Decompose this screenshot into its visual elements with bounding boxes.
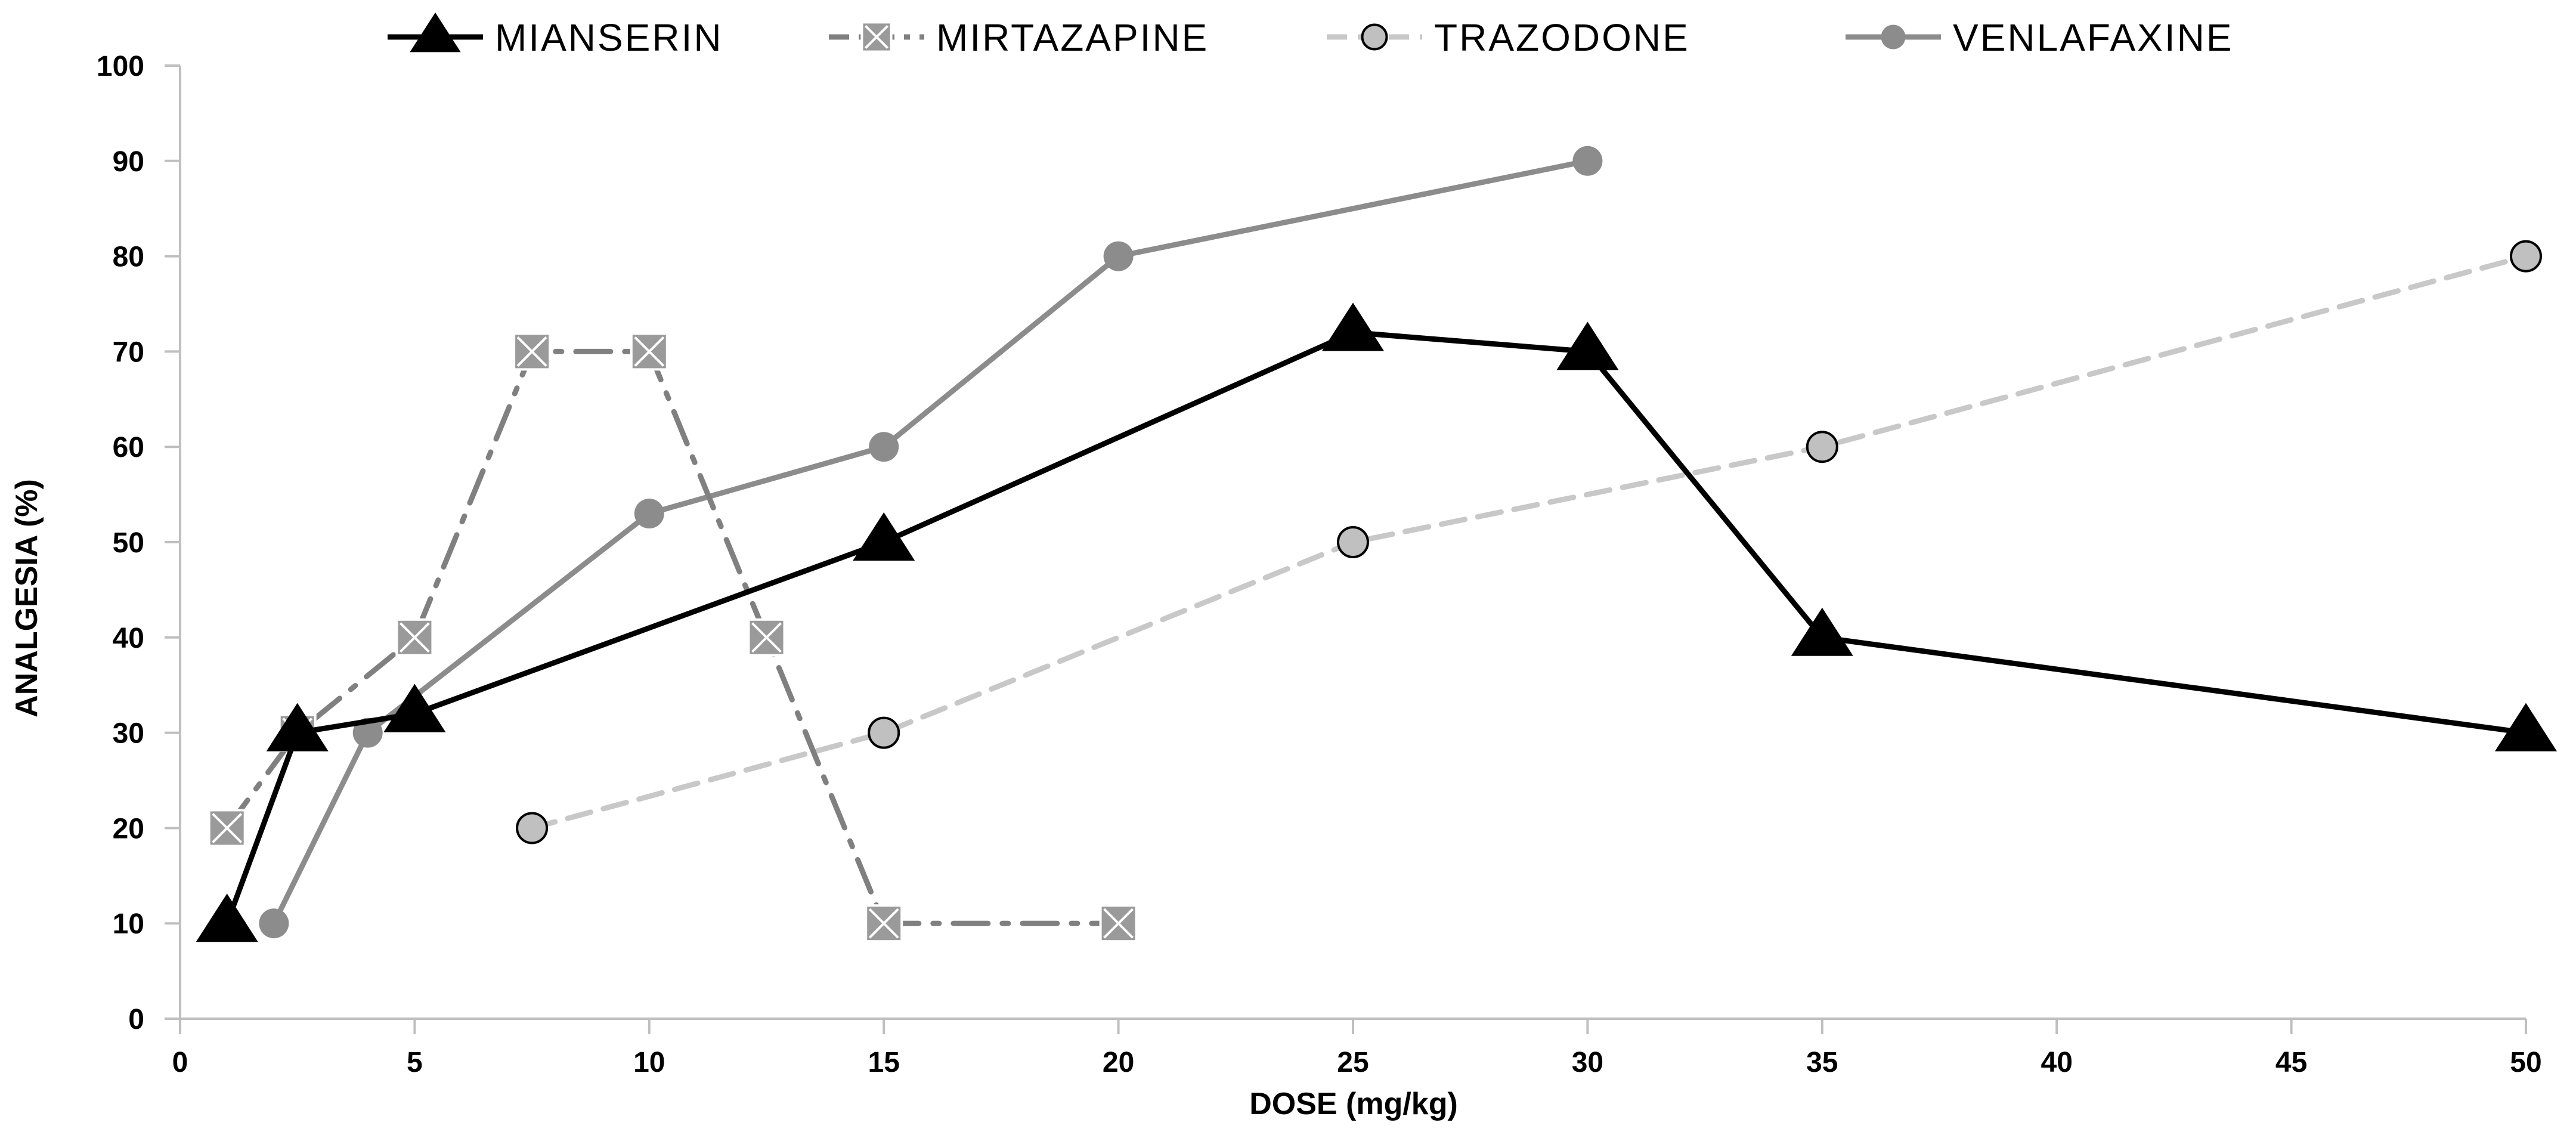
legend-item-mirtazapine: MIRTAZAPINE xyxy=(829,16,1209,59)
legend-label: MIRTAZAPINE xyxy=(936,16,1209,59)
legend-item-mianserin: MIANSERIN xyxy=(388,13,723,59)
series-mianserin xyxy=(196,302,2557,942)
x-tick-label: 0 xyxy=(172,1047,188,1078)
legend-item-venlafaxine: VENLAFAXINE xyxy=(1846,16,2234,59)
x-tick-label: 10 xyxy=(633,1047,665,1078)
data-point-mianserin xyxy=(196,893,258,942)
legend-item-trazodone: TRAZODONE xyxy=(1327,16,1690,59)
data-point-mianserin xyxy=(2495,703,2557,751)
legend-swatch-marker xyxy=(860,21,893,53)
legend-label: TRAZODONE xyxy=(1434,16,1690,59)
x-tick-label: 30 xyxy=(1572,1047,1603,1078)
data-point-mirtazapine xyxy=(630,332,668,371)
x-tick-label: 15 xyxy=(868,1047,900,1078)
legend-swatch-marker xyxy=(1881,24,1906,50)
data-point-mirtazapine xyxy=(747,618,786,657)
x-tick-label: 45 xyxy=(2275,1047,2307,1078)
x-tick-label: 50 xyxy=(2510,1047,2541,1078)
series-line-mianserin xyxy=(224,329,2529,926)
data-point-mianserin xyxy=(1556,321,1619,370)
data-point-trazodone xyxy=(868,716,900,749)
x-axis-title: DOSE (mg/kg) xyxy=(1249,1087,1458,1121)
marker-cross xyxy=(399,622,430,653)
chart-legend: MIANSERIN MIRTAZAPINE TRAZODONE VENLAFAXINE xyxy=(388,13,2234,59)
series-line-mirtazapine xyxy=(224,348,1122,926)
data-point-mirtazapine xyxy=(1099,904,1138,943)
data-point-mianserin xyxy=(383,684,446,732)
y-tick-label: 100 xyxy=(97,51,144,82)
data-point-mirtazapine xyxy=(395,618,434,657)
data-point-trazodone xyxy=(516,812,549,845)
y-tick-label: 40 xyxy=(113,623,144,654)
y-axis-title: ANALGESIA (%) xyxy=(10,479,44,718)
marker-cross xyxy=(1103,908,1134,939)
y-tick-label: 10 xyxy=(113,908,144,940)
series-layer xyxy=(196,146,2557,943)
legend-label: MIANSERIN xyxy=(495,16,723,59)
data-point-trazodone xyxy=(1337,526,1369,558)
marker-cross xyxy=(868,908,899,939)
series-venlafaxine xyxy=(259,146,1603,939)
data-point-trazodone xyxy=(1806,431,1838,463)
marker-cross xyxy=(751,622,782,653)
data-point-mirtazapine xyxy=(208,809,246,848)
data-point-venlafaxine xyxy=(869,432,899,462)
marker-cross xyxy=(212,812,243,843)
series-line-trazodone xyxy=(529,253,2529,831)
data-point-venlafaxine xyxy=(259,908,289,939)
x-tick-label: 20 xyxy=(1103,1047,1134,1078)
chart-axes: 0 10 20 30 40 50 60 70 80 90 100 0 5 10 15 20 25 30 35 40 45… xyxy=(97,51,2542,1078)
data-point-mirtazapine xyxy=(513,332,552,371)
marker-cross xyxy=(634,336,665,367)
series-trazodone xyxy=(516,240,2542,845)
data-point-mianserin xyxy=(1322,302,1384,351)
data-point-mianserin xyxy=(266,703,329,751)
y-tick-label: 80 xyxy=(113,242,144,273)
y-tick-label: 0 xyxy=(128,1004,144,1035)
y-tick-label: 30 xyxy=(113,718,144,750)
data-point-mianserin xyxy=(853,512,915,561)
x-tick-label: 5 xyxy=(407,1047,423,1078)
data-point-venlafaxine xyxy=(1103,241,1134,271)
legend-swatch-marker xyxy=(410,13,461,52)
data-point-mirtazapine xyxy=(865,904,903,943)
data-point-venlafaxine xyxy=(1572,146,1603,176)
series-line-venlafaxine xyxy=(271,158,1590,926)
data-point-venlafaxine xyxy=(352,718,383,748)
data-point-venlafaxine xyxy=(634,499,664,529)
legend-swatch-marker xyxy=(1361,23,1388,51)
y-tick-label: 60 xyxy=(113,432,144,463)
marker-cross xyxy=(516,336,547,367)
series-mirtazapine xyxy=(208,332,1138,943)
y-tick-label: 50 xyxy=(113,527,144,559)
y-tick-label: 90 xyxy=(113,146,144,178)
data-point-mianserin xyxy=(1791,607,1853,656)
x-tick-label: 35 xyxy=(1806,1047,1838,1078)
data-point-trazodone xyxy=(2510,240,2542,273)
legend-label: VENLAFAXINE xyxy=(1953,16,2234,59)
y-tick-label: 20 xyxy=(113,813,144,845)
marker-cross xyxy=(864,24,889,50)
y-tick-label: 70 xyxy=(113,336,144,368)
x-tick-label: 25 xyxy=(1337,1047,1368,1078)
x-tick-label: 40 xyxy=(2041,1047,2073,1078)
